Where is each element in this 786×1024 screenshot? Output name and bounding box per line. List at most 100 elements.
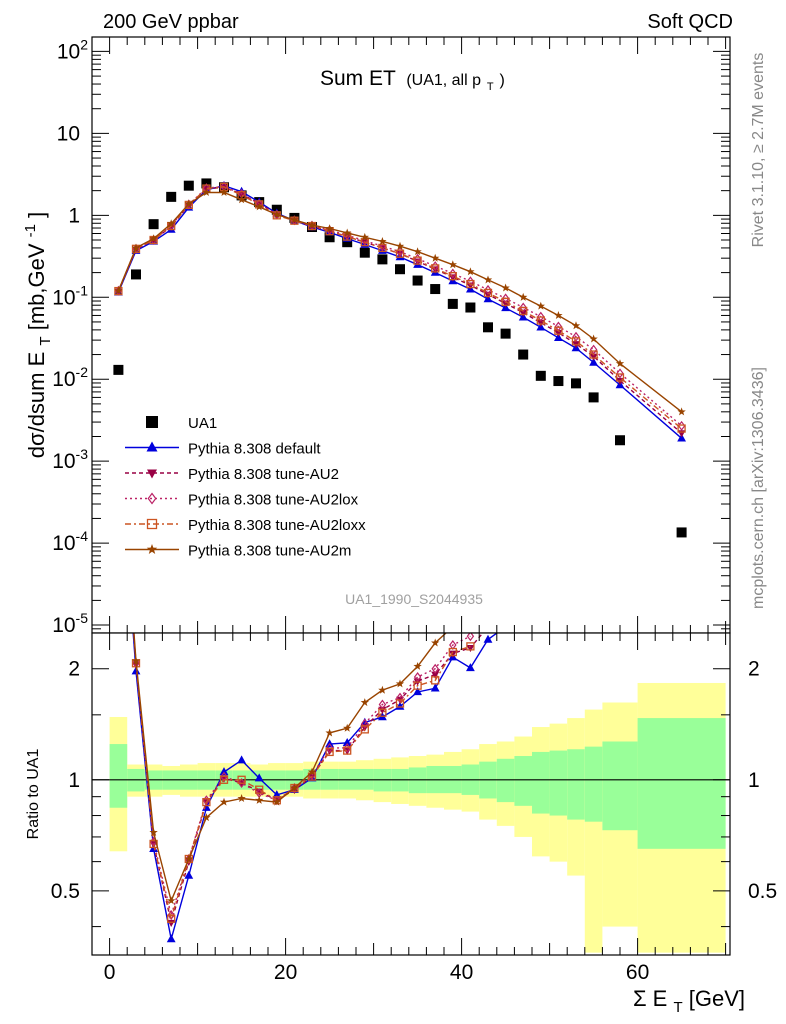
ratio-point [167, 910, 175, 921]
legend-entry: Pythia 8.308 tune-AU2 [125, 466, 339, 483]
data-point [448, 272, 457, 281]
legend-marker [147, 469, 157, 479]
ratio-point [166, 934, 176, 943]
data-point [501, 297, 510, 306]
main-axis-ticks: 102 10 1 10-1 10-2 10-3 10-4 10-5 [52, 36, 730, 637]
ratio-point [325, 747, 334, 757]
data-point [431, 253, 440, 262]
ratio-y-axis-label: Ratio to UA1 [25, 749, 42, 840]
ylabel-part-a: dσ/dsum E [24, 352, 49, 459]
x-axis-label: Σ E T [GeV] [633, 986, 745, 1017]
data-point [395, 241, 405, 250]
outer-band [584, 709, 603, 953]
legend-label: Pythia 8.308 tune-AU2loxx [188, 517, 366, 534]
x-tick-label: 0 [104, 961, 116, 984]
data-point [113, 364, 124, 375]
ratio-point [361, 718, 369, 729]
ratio-point [202, 797, 211, 807]
data-point [377, 254, 388, 265]
data-point [501, 283, 510, 292]
data-point [378, 237, 387, 245]
header-left: 200 GeV ppbar [103, 11, 239, 33]
ratio-point [325, 742, 334, 753]
ratio-point [466, 663, 475, 672]
series-pythia-8-308-tune-au2m [114, 188, 686, 416]
legend-label: UA1 [188, 415, 217, 432]
ratio-point [131, 666, 141, 675]
data-point [571, 337, 581, 346]
ratio-point [219, 775, 229, 784]
data-point [378, 243, 387, 253]
ratio-y-tick-label: 2 [68, 658, 80, 681]
ratio-point [378, 685, 387, 694]
ratio-series [131, 633, 499, 943]
ratio-point [448, 650, 457, 658]
inner-band [109, 744, 128, 808]
ratio-point [254, 773, 264, 782]
legend-label: Pythia 8.308 tune-AU2m [188, 543, 351, 560]
legend-label: Pythia 8.308 tune-AU2lox [188, 492, 359, 509]
legend-marker [146, 416, 158, 428]
data-point [167, 219, 176, 228]
data-point [554, 326, 563, 335]
ratio-point [255, 795, 264, 804]
data-point [131, 269, 141, 280]
ratio-point [184, 870, 194, 879]
x-tick-label: 60 [626, 961, 649, 984]
main-y-axis-label: dσ/dsum E T [mb,GeV -1 ] [15, 212, 55, 458]
ratio-line [133, 633, 471, 922]
y-tick-label: 10-3 [52, 446, 88, 473]
data-point [536, 301, 545, 310]
data-point [589, 357, 598, 366]
ratio-point [167, 914, 176, 923]
inner-band [637, 718, 726, 849]
y-tick-label: 10-1 [52, 282, 88, 309]
data-point [616, 368, 624, 379]
ratio-y-tick-label-right: 1 [748, 769, 760, 792]
ratio-point [466, 633, 475, 642]
data-point [448, 260, 457, 269]
ratio-point [343, 723, 352, 732]
inner-band [514, 756, 532, 806]
ratio-point [237, 794, 246, 803]
data-point [324, 232, 335, 243]
data-point [519, 292, 528, 301]
ratio-series-pythia-8-308-tune-au2m [131, 633, 447, 905]
data-point [536, 316, 545, 325]
main-series [113, 178, 687, 538]
legend-marker [147, 492, 157, 505]
ratio-y-tick-label: 0.5 [51, 880, 80, 903]
inner-band [549, 750, 568, 816]
y-tick-label: 10-5 [52, 610, 88, 637]
data-point [114, 286, 123, 295]
ylabel-part-c: ] [24, 212, 49, 218]
x-tick-label: 40 [450, 961, 473, 984]
ratio-y-tick-label-right: 2 [748, 658, 760, 681]
legend-label: Pythia 8.308 tune-AU2 [188, 466, 339, 483]
ratio-point [378, 708, 387, 717]
data-point [325, 224, 334, 233]
ratio-point [448, 647, 457, 657]
chart-title: Sum ET (UA1, all p T ) [320, 67, 505, 95]
data-point [430, 284, 441, 295]
x-tick-label: 20 [274, 961, 297, 984]
data-point [554, 311, 563, 320]
ratio-point [272, 797, 281, 806]
ratio-point [466, 644, 475, 653]
ratio-uncertainty-bands [109, 682, 726, 953]
legend-marker [146, 544, 158, 554]
data-point [677, 407, 686, 416]
data-point [615, 435, 625, 446]
ratio-point [431, 663, 439, 674]
data-point [518, 349, 529, 360]
ratio-point [149, 828, 158, 836]
data-point [412, 275, 423, 286]
legend-entry: Pythia 8.308 tune-AU2loxx [125, 517, 366, 534]
data-point [677, 433, 686, 442]
data-point [413, 247, 422, 256]
legend-entry: Pythia 8.308 default [125, 441, 321, 458]
ratio-point [360, 698, 369, 707]
ratio-point [431, 671, 440, 679]
ratio-panel: 0.5 0.5 1 1 2 2 Ratio to UA1 0 20 40 60 Σ E T [G… [25, 632, 777, 1017]
